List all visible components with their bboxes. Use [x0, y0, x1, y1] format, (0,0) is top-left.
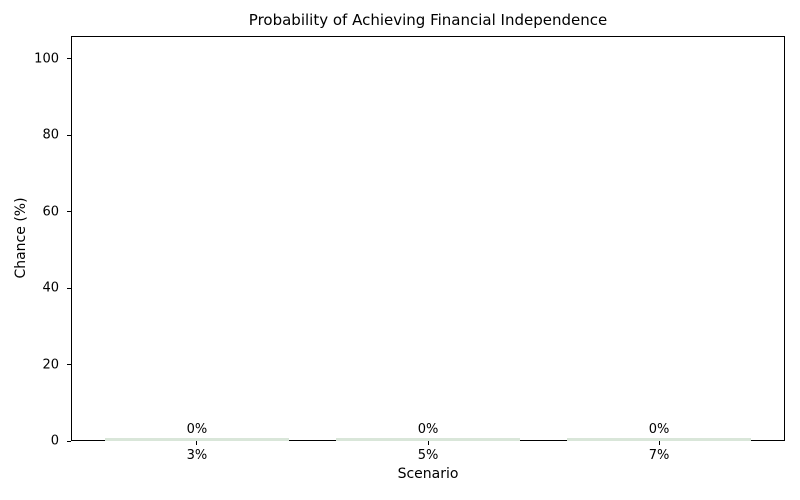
y-axis-label: Chance (%): [13, 197, 29, 279]
y-tick-label: 100: [34, 51, 59, 67]
x-tick-mark: [196, 441, 198, 445]
y-tick-mark: [67, 134, 71, 136]
bar-value-label: 0%: [186, 422, 208, 437]
x-tick-mark: [658, 441, 660, 445]
y-tick-label: 40: [42, 280, 59, 296]
y-tick-mark: [67, 287, 71, 289]
y-tick-mark: [67, 211, 71, 213]
y-tick-mark: [67, 58, 71, 60]
y-tick-label: 60: [42, 204, 59, 220]
chart-title: Probability of Achieving Financial Indep…: [248, 11, 608, 29]
y-tick-label: 80: [42, 127, 59, 143]
bar: [566, 438, 752, 441]
bar-value-label: 0%: [648, 422, 670, 437]
x-tick-label: 5%: [417, 448, 439, 463]
x-tick-mark: [427, 441, 429, 445]
x-tick-label: 7%: [648, 448, 670, 463]
y-tick-mark: [67, 364, 71, 366]
y-tick-label: 20: [42, 357, 59, 373]
bar-value-label: 0%: [417, 422, 439, 437]
bar: [104, 438, 290, 441]
plot-area: [71, 36, 785, 441]
x-axis-label: Scenario: [397, 466, 459, 482]
bar: [335, 438, 521, 441]
y-tick-mark: [67, 440, 71, 442]
y-tick-label: 0: [50, 433, 59, 449]
x-tick-label: 3%: [186, 448, 208, 463]
